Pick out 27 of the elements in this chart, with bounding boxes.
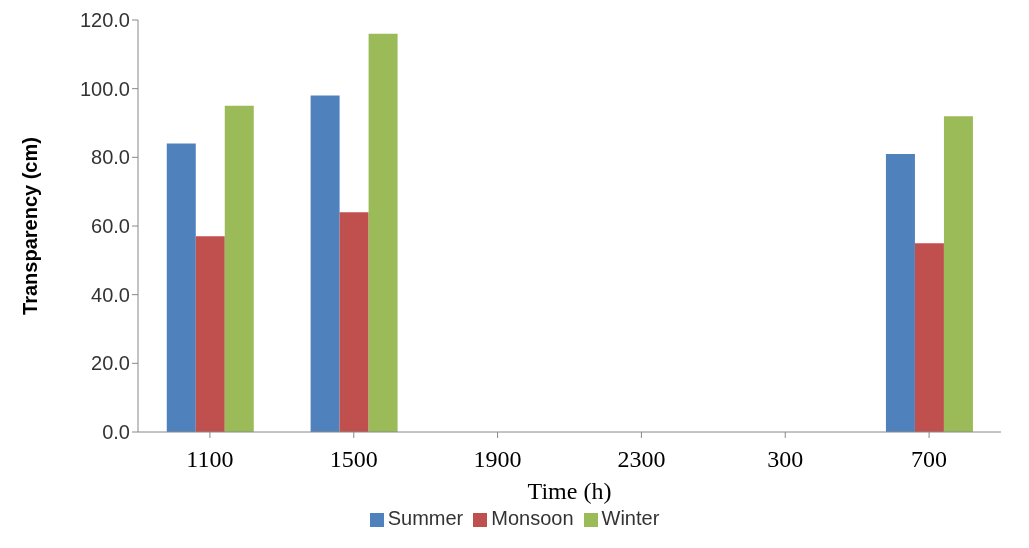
x-axis-title: Time (h) [527,478,612,504]
y-tick-label: 100.0 [79,77,130,100]
bar [195,236,225,432]
legend-label: Monsoon [491,507,574,529]
bar [166,143,196,432]
bar [339,212,369,432]
x-tick-label: 1100 [186,446,234,473]
y-tick-label: 0.0 [102,421,130,444]
bar [310,95,340,432]
bar [224,105,254,432]
bar [885,153,915,432]
y-tick-label: 20.0 [91,352,130,375]
x-tick-label: 300 [767,446,804,473]
y-tick-label: 40.0 [91,283,130,306]
x-tick-label: 2300 [617,446,666,473]
legend-label: Summer [387,507,464,529]
x-tick-label: 700 [911,446,948,473]
bar [368,33,398,432]
legend-label: Winter [601,507,660,529]
x-tick-label: 1500 [329,446,378,473]
y-tick-label: 80.0 [91,146,130,169]
y-tick-label: 120.0 [79,9,130,32]
x-tick-label: 1900 [473,446,522,473]
y-axis-title: Transparency (cm) [19,137,42,315]
y-tick-label: 60.0 [91,215,130,238]
bar [914,243,944,432]
bar [943,116,973,432]
